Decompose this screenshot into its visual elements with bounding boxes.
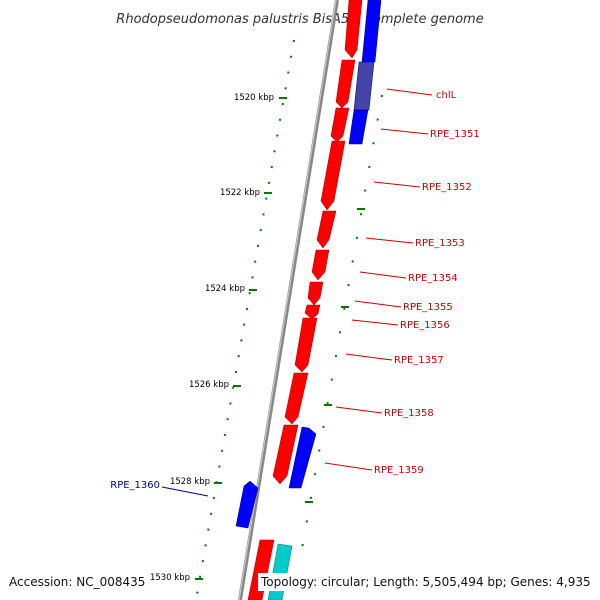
leader-line (345, 353, 393, 361)
tick-label-1528: 1528 kbp (170, 477, 210, 487)
gene-label-RPE_1355: RPE_1355 (403, 302, 453, 313)
topology-text: Topology: circular; Length: 5,505,494 bp… (258, 573, 594, 591)
gene-arrow-forward (344, 0, 363, 59)
gene-label-RPE_1352: RPE_1352 (422, 182, 472, 193)
leader-line (359, 271, 407, 279)
tick-labels: 1520 kbp 1522 kbp 1524 kbp 1526 kbp 1528… (150, 93, 274, 583)
leader-line (335, 406, 383, 414)
genome-backbone-highlight (238, 0, 337, 600)
gene-label-RPE_1354: RPE_1354 (408, 273, 458, 284)
gene-arrow-reverse (353, 61, 375, 111)
gene-arrow-forward (320, 140, 346, 211)
tick-label-1530: 1530 kbp (150, 573, 190, 583)
gene-label-RPE_1359: RPE_1359 (374, 465, 424, 476)
tick-label-1526: 1526 kbp (189, 380, 229, 390)
gene-labels: chlL RPE_1351 RPE_1352 RPE_1353 RPE_1354… (110, 90, 480, 491)
accession-text: Accession: NC_008435 (6, 573, 149, 591)
gene-label-RPE_1360: RPE_1360 (110, 480, 160, 491)
gene-arrow-reverse (361, 0, 382, 63)
leader-line (351, 319, 399, 326)
gene-label-RPE_1358: RPE_1358 (384, 408, 434, 419)
leader-line (365, 237, 414, 244)
gene-arrow-reverse (288, 426, 317, 489)
gene-label-RPE_1357: RPE_1357 (394, 355, 444, 366)
label-leaders (161, 88, 433, 497)
map-title: Rhodopseudomonas palustris BisA53, compl… (116, 12, 483, 27)
gene-arrow-forward (284, 372, 309, 425)
gene-arrow-forward (304, 304, 321, 320)
reverse-strand-genes (235, 0, 382, 529)
leader-line (324, 462, 373, 471)
gene-arrow-forward (272, 424, 299, 485)
tick-label-1522: 1522 kbp (220, 188, 260, 198)
gene-arrow-forward (307, 281, 324, 306)
gene-arrow-reverse (235, 480, 259, 529)
tick-marks (195, 97, 365, 580)
gene-label-RPE_1351: RPE_1351 (430, 129, 480, 140)
leader-line (354, 300, 402, 308)
gene-label-RPE_1356: RPE_1356 (400, 320, 450, 331)
gene-arrow-forward (247, 539, 275, 600)
forward-strand-genes (247, 0, 363, 600)
leader-line (161, 486, 209, 497)
tick-label-1520: 1520 kbp (234, 93, 274, 103)
leader-line (380, 128, 429, 135)
leader-line (386, 88, 433, 96)
gene-arrow-forward (316, 210, 337, 249)
gene-label-RPE_1353: RPE_1353 (415, 238, 465, 249)
gene-label-chlL: chlL (436, 90, 457, 101)
gene-arrow-forward (294, 317, 318, 373)
genome-backbone (238, 0, 339, 600)
gene-arrow-forward (311, 249, 330, 281)
gene-arrow-forward (335, 59, 356, 109)
leader-line (373, 181, 421, 188)
gene-arrow-reverse (348, 109, 369, 145)
gene-arrow-forward (330, 107, 350, 143)
tick-label-1524: 1524 kbp (205, 284, 245, 294)
